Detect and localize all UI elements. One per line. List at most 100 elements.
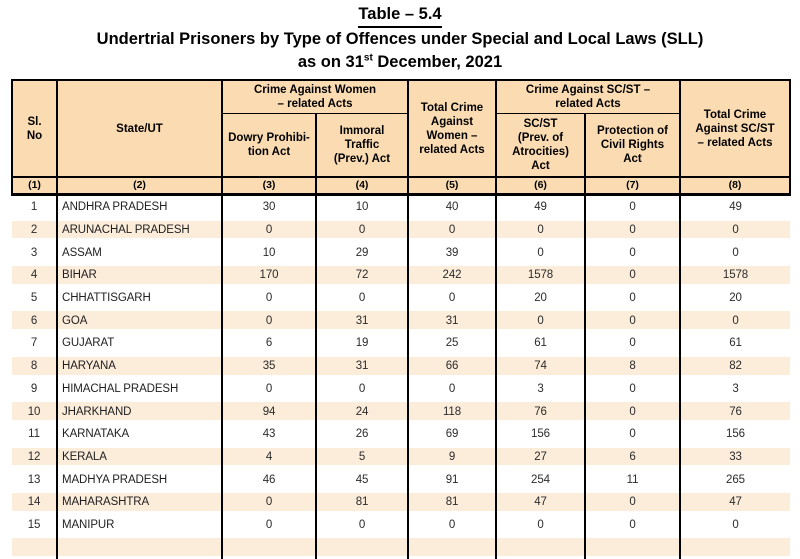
header-group-row: Sl. No State/UT Crime Against Women – re…: [12, 80, 790, 114]
cell-value: 10: [222, 241, 316, 264]
cell-value: 61: [680, 332, 790, 355]
cell-serial: 6: [12, 309, 57, 332]
date-line: as on 31st December, 2021: [0, 51, 800, 74]
cell-value: 61: [496, 332, 585, 355]
cell-value: 31: [316, 309, 408, 332]
table-number-line: Table – 5.4: [0, 3, 800, 28]
cell-value: 0: [408, 219, 496, 242]
cell-value: 31: [316, 355, 408, 378]
cell-serial: 12: [12, 446, 57, 469]
cell-value: 0: [496, 241, 585, 264]
cell-value: 43: [222, 423, 316, 446]
cell-state: MADHYA PRADESH: [57, 468, 222, 491]
cell-value: 31: [408, 309, 496, 332]
date-prefix: as on 31: [298, 53, 364, 71]
cell-value: 27: [496, 446, 585, 469]
cell-value: 0: [680, 219, 790, 242]
cell-value: 76: [680, 400, 790, 423]
cell-value: 0: [585, 332, 680, 355]
cell-value: 0: [222, 491, 316, 514]
cell-value: 10: [316, 195, 408, 219]
cell-serial: 5: [12, 287, 57, 310]
cell-value: 0: [585, 195, 680, 219]
cell-value: 76: [496, 400, 585, 423]
cell-value: 0: [585, 423, 680, 446]
cell-value: 29: [316, 241, 408, 264]
col-group-crime-against-scst: Crime Against SC/ST – related Acts: [496, 80, 680, 114]
cell-value: 0: [222, 309, 316, 332]
cell-state: ANDHRA PRADESH: [57, 195, 222, 219]
col-group-crime-against-women: Crime Against Women – related Acts: [222, 80, 408, 114]
cell-value: 0: [222, 514, 316, 537]
cell-value: 0: [408, 378, 496, 401]
col-header-state-ut: State/UT: [57, 80, 222, 177]
col-index-7: (7): [585, 177, 680, 195]
undertrial-prisoners-table: Sl. No State/UT Crime Against Women – re…: [11, 79, 791, 559]
col-header-dowry-prohibition-act: Dowry Prohibi- tion Act: [222, 114, 316, 178]
cell-value: 20: [496, 287, 585, 310]
col-index-6: (6): [496, 177, 585, 195]
cell-state: ASSAM: [57, 241, 222, 264]
cell-serial: 11: [12, 423, 57, 446]
date-suffix: December, 2021: [373, 53, 502, 71]
col-index-1: (1): [12, 177, 57, 195]
cell-value: 5: [316, 446, 408, 469]
cell-serial: 13: [12, 468, 57, 491]
cell-value: 0: [680, 514, 790, 537]
cell-value: 81: [408, 491, 496, 514]
cell-value: 30: [222, 195, 316, 219]
cell-value: 3: [496, 378, 585, 401]
col-index-2: (2): [57, 177, 222, 195]
cell-value: 0: [408, 287, 496, 310]
col-index-4: (4): [316, 177, 408, 195]
cell-value: 0: [680, 309, 790, 332]
col-header-scst-atrocities-act: SC/ST (Prev. of Atrocities) Act: [496, 114, 585, 178]
cell-value: 40: [408, 195, 496, 219]
cell-value: 8: [585, 355, 680, 378]
cell-serial: 2: [12, 219, 57, 242]
cell-value: 69: [408, 423, 496, 446]
cell-value: 11: [585, 468, 680, 491]
cell-value: 94: [222, 400, 316, 423]
cell-value: 25: [408, 332, 496, 355]
cell-value: 33: [680, 446, 790, 469]
cell-value: 26: [316, 423, 408, 446]
cell-value: 20: [680, 287, 790, 310]
cell-serial: 3: [12, 241, 57, 264]
col-header-total-crime-women: Total Crime Against Women – related Acts: [408, 80, 496, 177]
col-index-8: (8): [680, 177, 790, 195]
cell-state: JHARKHAND: [57, 400, 222, 423]
cell-value: 35: [222, 355, 316, 378]
cell-serial: 8: [12, 355, 57, 378]
cell-value: 1578: [680, 264, 790, 287]
cell-value: 3: [680, 378, 790, 401]
cell-state: MAHARASHTRA: [57, 491, 222, 514]
col-index-3: (3): [222, 177, 316, 195]
cell-value: 0: [316, 219, 408, 242]
cell-value: 0: [316, 287, 408, 310]
cell-value: 82: [680, 355, 790, 378]
cell-value: 6: [222, 332, 316, 355]
cell-value: 170: [222, 264, 316, 287]
cell-value: 66: [408, 355, 496, 378]
cell-serial: 1: [12, 195, 57, 219]
cell-value: 49: [496, 195, 585, 219]
cell-value: 0: [585, 491, 680, 514]
col-index-5: (5): [408, 177, 496, 195]
col-header-immoral-traffic-act: Immoral Traffic (Prev.) Act: [316, 114, 408, 178]
cell-serial: 9: [12, 378, 57, 401]
cell-value: 0: [585, 514, 680, 537]
cell-value: 72: [316, 264, 408, 287]
cell-value: 0: [585, 241, 680, 264]
